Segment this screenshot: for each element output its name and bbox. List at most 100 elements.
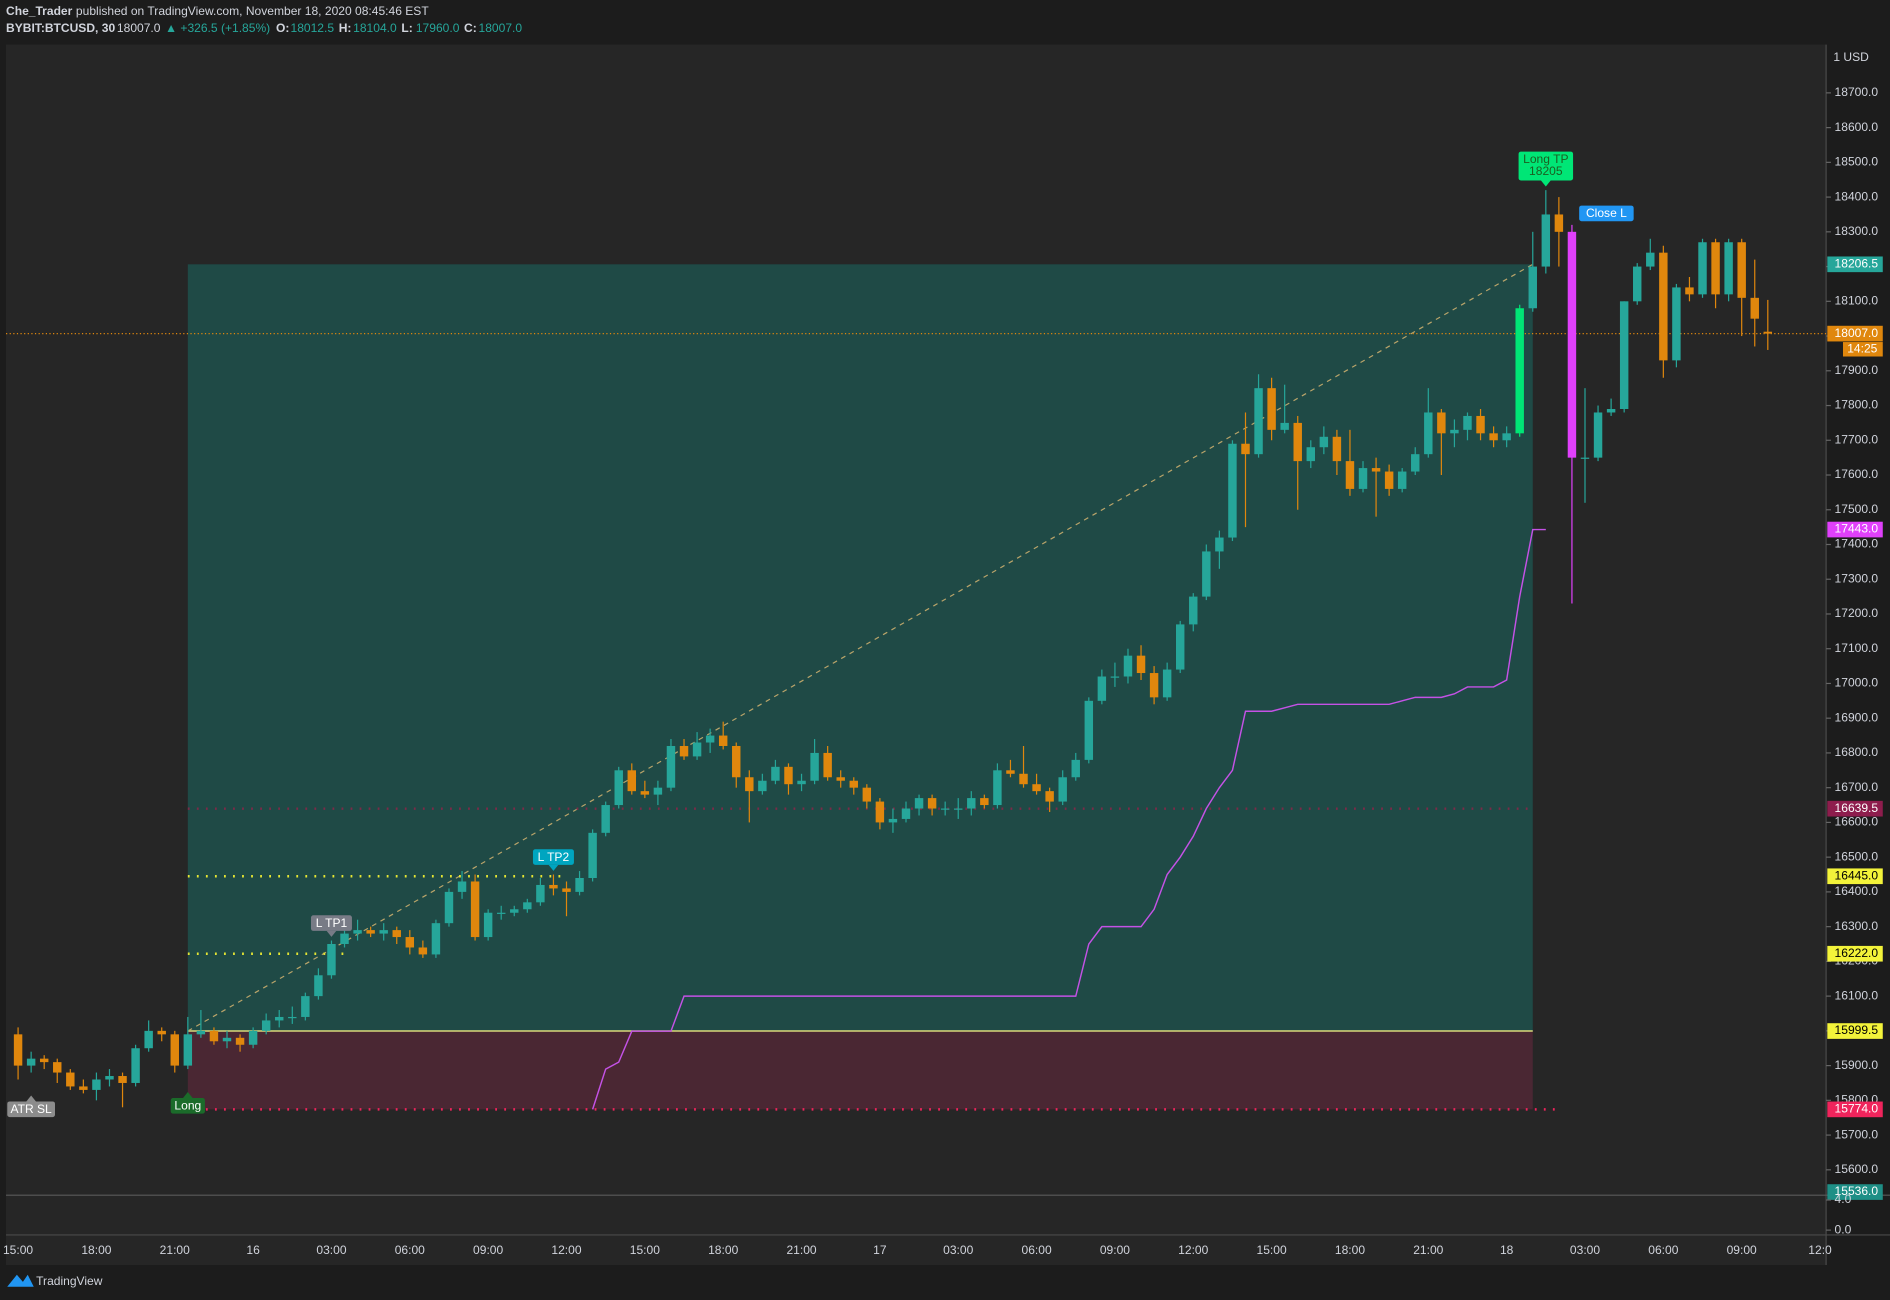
y-tick-label: 15900.0 bbox=[1835, 1058, 1879, 1072]
y-tick-label: 16700.0 bbox=[1835, 780, 1879, 794]
candle-body bbox=[993, 770, 1002, 806]
x-tick-label: 09:00 bbox=[1727, 1243, 1757, 1257]
last-price: 18007.0 bbox=[117, 21, 161, 35]
y-tick-label: 18700.0 bbox=[1835, 85, 1879, 99]
candle-body bbox=[144, 1030, 153, 1049]
candle-body bbox=[510, 909, 519, 913]
candle-body bbox=[1463, 415, 1472, 430]
candle-body bbox=[222, 1037, 232, 1042]
candle-body bbox=[1411, 454, 1420, 472]
price-badge-label: 16222.0 bbox=[1835, 946, 1879, 960]
y-tick-label: 17800.0 bbox=[1835, 398, 1879, 412]
candle-body bbox=[1711, 242, 1720, 295]
y-tick-label: 17700.0 bbox=[1835, 432, 1879, 446]
candle-body bbox=[1084, 700, 1094, 760]
candle-body bbox=[718, 735, 728, 746]
price-badge-label: 16445.0 bbox=[1835, 868, 1879, 882]
candle-body bbox=[1619, 301, 1629, 410]
change: ▲ +326.5 (+1.85%) bbox=[165, 21, 270, 35]
price-badge-label: 15774.0 bbox=[1835, 1102, 1879, 1116]
candle-body bbox=[183, 1034, 193, 1066]
signal-box bbox=[310, 915, 352, 931]
quote-value: 18007.0 bbox=[479, 21, 523, 35]
candle-body bbox=[1646, 252, 1655, 267]
candle-body bbox=[1397, 471, 1407, 489]
pane2-tick-label: 4.0 bbox=[1835, 1192, 1852, 1206]
candle-body bbox=[1280, 422, 1289, 430]
x-tick-label: 21:00 bbox=[160, 1243, 190, 1257]
logo: TradingView bbox=[7, 1274, 103, 1288]
quote-value: 17960.0 bbox=[416, 21, 460, 35]
pane2-tick-label: 0.0 bbox=[1835, 1222, 1852, 1236]
candle-body bbox=[196, 1030, 206, 1035]
candle-body bbox=[1123, 655, 1133, 677]
candle-body bbox=[353, 930, 362, 934]
candle-body bbox=[810, 752, 819, 781]
candle-body bbox=[235, 1037, 245, 1045]
candle-body bbox=[1136, 655, 1146, 674]
quote-value: 18012.5 bbox=[290, 21, 334, 35]
candle-body bbox=[875, 801, 885, 823]
candle-body bbox=[157, 1030, 166, 1035]
candle-body bbox=[170, 1034, 179, 1066]
y-tick-label: 15700.0 bbox=[1835, 1127, 1879, 1141]
candle-body bbox=[1541, 214, 1551, 267]
signal-label: Close L bbox=[1586, 206, 1627, 220]
y-tick-label: 17100.0 bbox=[1835, 641, 1879, 655]
quote-value: 18104.0 bbox=[353, 21, 397, 35]
signal-pointer bbox=[326, 930, 337, 937]
candle-body bbox=[1071, 759, 1080, 778]
y-tick-label: 17300.0 bbox=[1835, 571, 1879, 585]
candle-body bbox=[327, 944, 336, 976]
price-badge-label: 18007.0 bbox=[1835, 326, 1879, 340]
candle-body bbox=[797, 780, 806, 785]
price-badge-label: 18206.5 bbox=[1835, 257, 1879, 271]
candle-body bbox=[954, 808, 963, 810]
price-badge bbox=[1827, 945, 1883, 962]
candle-body bbox=[862, 787, 872, 802]
quote-label: O: bbox=[276, 21, 289, 35]
candle-body bbox=[26, 1058, 36, 1066]
candle-body bbox=[1659, 252, 1668, 361]
candle-body bbox=[444, 891, 454, 924]
candle-body bbox=[1450, 429, 1459, 434]
x-tick-label: 17 bbox=[873, 1243, 887, 1257]
y-tick-label: 16800.0 bbox=[1835, 745, 1879, 759]
candle-body bbox=[431, 923, 441, 955]
candle-body bbox=[1267, 388, 1276, 430]
trade-path bbox=[187, 263, 1534, 1032]
candle-body bbox=[1032, 784, 1041, 792]
candle-body bbox=[1554, 214, 1564, 232]
candle-body bbox=[666, 745, 676, 788]
candle-body bbox=[1110, 676, 1120, 678]
candle-body bbox=[79, 1086, 88, 1090]
candle-body bbox=[888, 818, 898, 823]
candle-body bbox=[1672, 287, 1681, 361]
x-tick-label: 15:00 bbox=[3, 1243, 33, 1257]
signal-box bbox=[170, 1097, 205, 1114]
brand: TradingView bbox=[36, 1274, 103, 1288]
candle-body bbox=[418, 947, 428, 955]
price-badge bbox=[1827, 1023, 1883, 1039]
candle-body bbox=[901, 808, 911, 819]
candle-body bbox=[1149, 673, 1159, 698]
candle-body bbox=[1528, 266, 1537, 309]
candle-body bbox=[1750, 297, 1759, 319]
y-tick-label: 16600.0 bbox=[1835, 815, 1879, 829]
candle-body bbox=[784, 766, 793, 785]
signal-pointer bbox=[26, 1095, 36, 1102]
candle-body bbox=[392, 930, 401, 938]
candle-body bbox=[1215, 537, 1224, 552]
signal-box bbox=[1518, 151, 1574, 181]
signal-pointer bbox=[1541, 180, 1551, 187]
x-tick-label: 03:00 bbox=[1570, 1243, 1600, 1257]
candle-body bbox=[1698, 242, 1707, 295]
candle-body bbox=[1189, 596, 1198, 625]
candle-body bbox=[1737, 242, 1746, 298]
candle-body bbox=[679, 745, 689, 757]
candle-body bbox=[940, 808, 950, 810]
candle-body bbox=[457, 881, 467, 892]
candle-body bbox=[575, 878, 584, 892]
candle-body bbox=[288, 1016, 297, 1019]
candle-body bbox=[1162, 669, 1172, 698]
